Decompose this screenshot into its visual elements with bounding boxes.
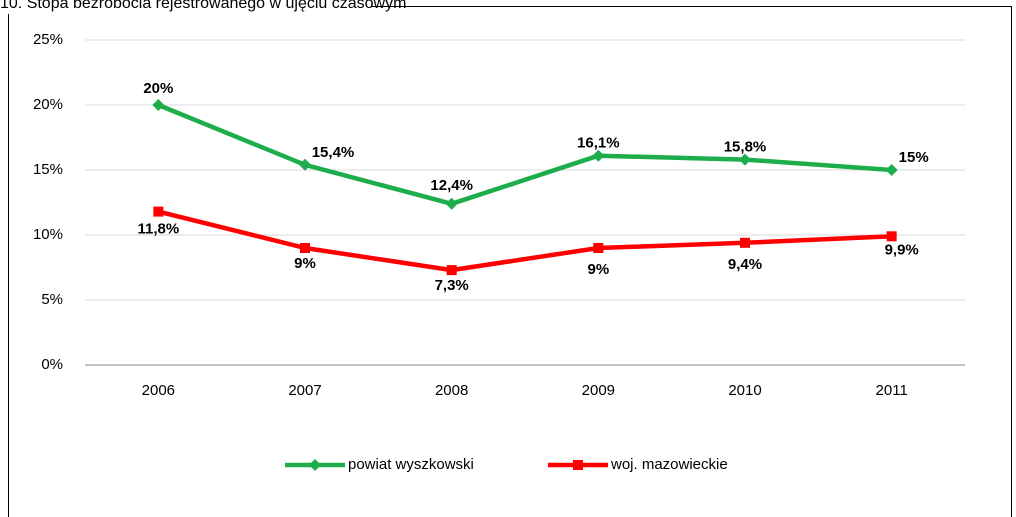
x-tick-label: 2006 [142, 382, 175, 399]
data-point [153, 206, 164, 217]
data-label: 9,9% [885, 241, 919, 258]
data-point [739, 153, 751, 166]
x-tick-label: 2009 [582, 382, 615, 399]
data-label: 9,4% [728, 256, 762, 273]
legend-label: woj. mazowieckie [610, 456, 728, 473]
data-point [886, 231, 897, 242]
legend-marker [573, 460, 583, 470]
title-backdrop [0, 0, 372, 14]
chart-frame [8, 6, 1012, 517]
y-tick-label: 10% [33, 226, 63, 243]
data-label: 15% [899, 149, 929, 166]
data-point [593, 243, 604, 253]
data-label: 9% [587, 261, 609, 278]
data-point [152, 99, 165, 111]
series-line [157, 102, 892, 207]
data-label: 16,1% [577, 135, 620, 152]
y-tick-label: 5% [41, 291, 63, 308]
data-point [300, 243, 310, 253]
x-tick-label: 2007 [288, 382, 321, 399]
data-label: 9% [294, 255, 316, 272]
data-label: 11,8% [137, 221, 179, 238]
x-tick-label: 2008 [435, 382, 468, 399]
data-label: 20% [143, 80, 173, 97]
data-label: 12,4% [430, 177, 473, 194]
x-tick-label: 2011 [876, 382, 908, 399]
data-point [446, 265, 457, 276]
data-point [445, 197, 458, 210]
data-point [299, 158, 311, 171]
y-tick-label: 25% [33, 31, 63, 48]
chart-title: 10. Stopa bezrobocia rejestrowanego w uj… [0, 0, 406, 12]
data-point [592, 149, 605, 162]
legend-marker [309, 459, 321, 471]
data-point [885, 164, 898, 176]
y-tick-label: 0% [41, 356, 63, 373]
data-point [740, 237, 750, 248]
y-tick-label: 15% [33, 161, 63, 178]
data-label: 15,8% [724, 139, 767, 156]
legend-label: powiat wyszkowski [348, 456, 474, 473]
y-tick-label: 20% [33, 96, 63, 113]
data-label: 15,4% [312, 144, 355, 161]
x-tick-label: 2010 [728, 382, 761, 399]
data-label: 7,3% [435, 277, 469, 294]
series-line [157, 209, 892, 273]
